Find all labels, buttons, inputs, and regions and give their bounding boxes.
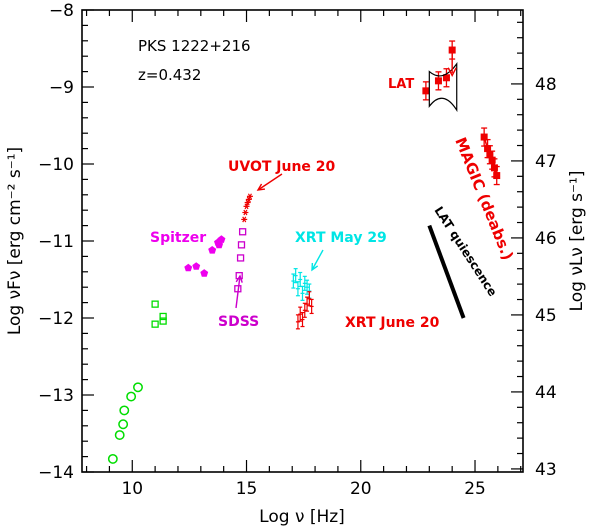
label-sdss: SDSS [218,314,259,330]
point-spitzer [215,240,224,249]
xrt-may-arrow-shaft [311,249,324,271]
star-ray-uvot-june-20 [243,209,248,216]
point-spitzer [184,263,193,272]
point-radio [133,382,143,393]
redshift-label: z=0.432 [138,66,201,84]
point-radio [126,391,137,402]
point-radio-squares [151,320,159,328]
y-axis-right-label: Log νLν [erg s⁻¹] [567,171,587,312]
axis-ticks [82,9,523,473]
lat-arrow-head [447,67,457,77]
x-axis-label: Log ν [Hz] [259,507,345,527]
point-sdss [237,241,246,249]
lat-quiescence-bar [427,224,466,319]
sdss-arrow-shaft [235,275,241,309]
right-y-tick-label: 45 [535,306,557,326]
point-sdss [236,254,245,262]
point-uvot-june-20 [246,193,253,200]
sdss-arrow-head [235,274,243,283]
y-tick-label: −13 [38,386,74,406]
point-xrt-june-20 [302,302,307,318]
point-xrt-may-29 [302,275,307,291]
point-lat [434,71,442,91]
label-spitzer: Spitzer [150,230,206,246]
data-marks [107,40,501,464]
y-axis-left-label: Log νFν [erg cm⁻² s⁻¹] [5,147,25,335]
point-xrt-june-20 [305,296,310,312]
axis-tick-labels: 10 15 20 25 −14 −13 −12 −11 −10 −9 −8 43 44 45 46 47 48 [38,1,557,499]
point-uvot-june-20 [241,216,248,223]
right-y-tick-label: 44 [535,383,557,403]
y-tick-label: −10 [38,155,74,175]
sdss-arrow [235,274,243,309]
point-xrt-may-29 [293,268,298,284]
point-radio [118,419,129,430]
point-radio-squares [151,300,159,308]
label-xrt-may: XRT May 29 [295,230,387,246]
point-radio [119,405,130,416]
point-radio [107,453,118,464]
right-y-tick-label: 46 [535,229,557,249]
x-tick-label: 15 [236,479,258,499]
label-xrt-june: XRT June 20 [345,315,440,331]
point-xrt-june-20 [300,311,305,328]
point-uvot-june-20 [242,209,249,216]
right-y-tick-label: 43 [535,460,557,480]
right-y-tick-label: 47 [535,152,557,172]
point-xrt-may-29 [305,279,310,295]
point-xrt-may-29 [300,285,305,301]
marker-lat [442,74,450,82]
point-radio [114,430,125,440]
star-ray-uvot-june-20 [244,203,249,210]
point-spitzer [192,262,201,270]
uvot-arrow-shaft [257,173,283,191]
point-lat [422,81,430,101]
star-ray-uvot-june-20 [242,216,247,223]
y-tick-label: −12 [38,309,74,329]
point-xrt-june-20 [295,314,300,330]
star-ray-uvot-june-20 [247,193,252,200]
point-xrt-may-29 [295,281,300,297]
chart-title: PKS 1222+216 [138,37,251,55]
point-radio-squares [159,317,167,325]
point-xrt-june-20 [298,306,303,322]
y-tick-label: −11 [38,232,74,252]
y-tick-label: −8 [49,1,74,21]
x-tick-label: 20 [350,479,372,499]
point-sdss [238,228,247,236]
x-tick-label: 10 [121,479,143,499]
marker-lat [434,77,442,85]
point-xrt-may-29 [298,271,303,288]
point-spitzer [208,246,217,254]
magic-line [483,136,498,176]
y-tick-label: −9 [49,78,74,98]
point-xrt-june-20 [307,291,312,307]
point-xrt-june-20 [309,298,314,315]
uvot-arrow-head [256,183,266,191]
marker-lat [422,87,430,95]
annotations [235,50,498,319]
uvot-arrow [256,173,283,191]
xrt-may-arrow [311,249,324,272]
label-lat: LAT [388,77,414,92]
y-tick-label: −14 [38,463,74,483]
right-y-tick-label: 48 [535,75,557,95]
point-lat [442,68,450,88]
x-tick-label: 25 [464,479,486,499]
point-xrt-may-29 [291,273,296,289]
xrt-may-arrow-head [311,262,319,272]
point-spitzer [200,269,209,277]
point-radio-squares [159,312,167,321]
point-uvot-june-20 [243,203,250,210]
lat-bowtie [428,62,458,113]
label-uvot: UVOT June 20 [228,159,336,175]
